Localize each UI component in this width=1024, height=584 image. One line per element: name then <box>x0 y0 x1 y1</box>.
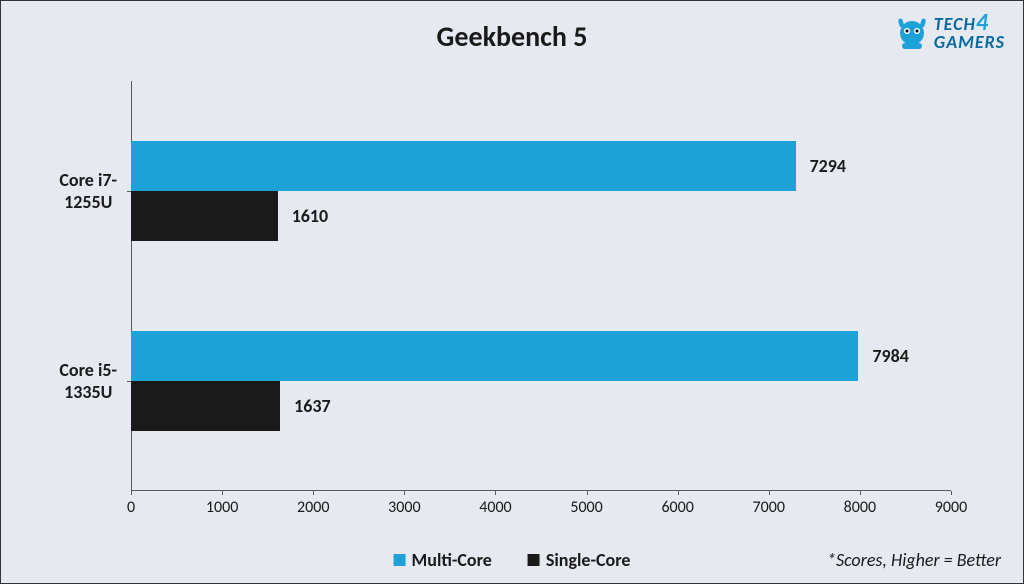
x-tick <box>131 491 132 495</box>
bar: 1610 <box>131 191 278 241</box>
chart-container: Geekbench 5 TECH4 GAMERS 010002000300040… <box>0 0 1024 584</box>
x-tick-label: 6000 <box>661 498 693 517</box>
x-axis <box>131 490 951 491</box>
x-tick-label: 3000 <box>388 498 420 517</box>
x-tick <box>222 491 223 495</box>
bar: 7294 <box>131 141 796 191</box>
bar: 7984 <box>131 331 858 381</box>
footer-note: *Scores, Higher = Better <box>827 549 1001 571</box>
bar-value-label: 7294 <box>796 155 847 177</box>
x-tick <box>860 491 861 495</box>
chart-title: Geekbench 5 <box>437 19 588 54</box>
bar: 1637 <box>131 381 280 431</box>
bar-value-label: 7984 <box>858 345 909 367</box>
x-tick <box>404 491 405 495</box>
x-tick <box>769 491 770 495</box>
bar-value-label: 1637 <box>280 395 331 417</box>
legend: Multi-Core Single-Core <box>394 549 631 571</box>
mascot-icon <box>894 11 930 51</box>
x-tick <box>678 491 679 495</box>
x-tick <box>587 491 588 495</box>
x-tick-label: 4000 <box>479 498 511 517</box>
x-tick-label: 5000 <box>570 498 602 517</box>
x-tick-label: 8000 <box>844 498 876 517</box>
legend-item: Single-Core <box>528 549 631 571</box>
x-tick <box>951 491 952 495</box>
x-tick-label: 9000 <box>935 498 967 517</box>
bar-value-label: 1610 <box>278 205 329 227</box>
brand-logo: TECH4 GAMERS <box>894 11 1005 51</box>
legend-swatch <box>528 554 540 566</box>
brand-logo-text: TECH4 GAMERS <box>934 12 1005 50</box>
legend-swatch <box>394 554 406 566</box>
x-tick <box>313 491 314 495</box>
x-tick-label: 7000 <box>753 498 785 517</box>
x-tick-label: 2000 <box>297 498 329 517</box>
plot-area: 0100020003000400050006000700080009000Cor… <box>131 81 951 491</box>
x-tick-label: 1000 <box>206 498 238 517</box>
category-label: Core i7- 1255U <box>59 169 131 213</box>
legend-label: Multi-Core <box>412 549 492 571</box>
legend-label: Single-Core <box>546 549 631 571</box>
x-tick-label: 0 <box>127 498 135 517</box>
x-tick <box>495 491 496 495</box>
category-label: Core i5- 1335U <box>59 359 131 403</box>
legend-item: Multi-Core <box>394 549 492 571</box>
